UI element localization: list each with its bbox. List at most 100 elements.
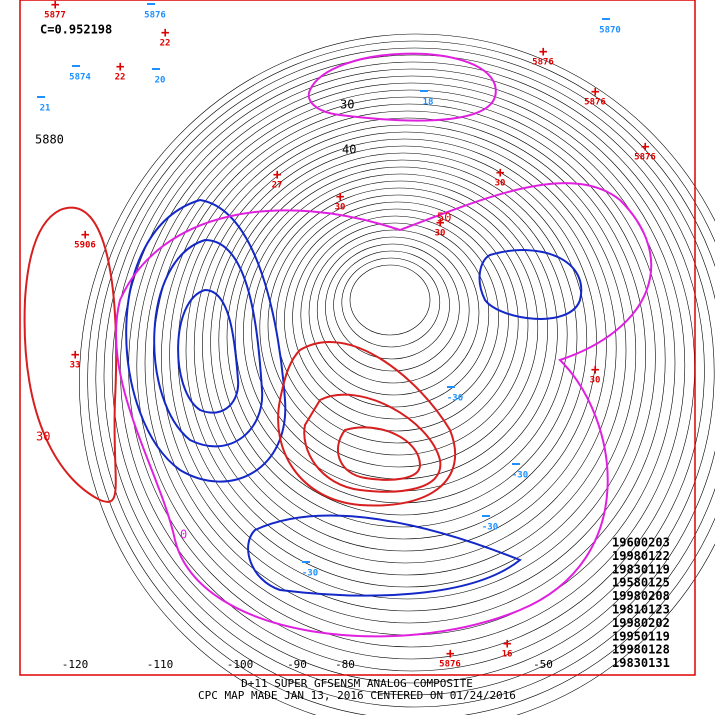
high-value: 22 (160, 39, 171, 49)
analog-date: 19810123 (612, 603, 670, 617)
blue-contour (478, 249, 583, 320)
high-value: 5906 (74, 241, 96, 251)
high-value: 33 (70, 361, 81, 371)
height-contour (218, 152, 588, 528)
height-contour (333, 250, 450, 360)
high-value: 5876 (439, 660, 461, 670)
height-contour (136, 82, 686, 648)
low-marker (302, 561, 310, 563)
analog-date: 19580125 (612, 576, 670, 590)
height-contour (161, 103, 656, 612)
analog-date: 19980122 (612, 549, 670, 563)
low-marker (447, 386, 455, 388)
height-contour (210, 145, 597, 540)
blue-contour (247, 514, 522, 597)
analog-date: 19980202 (612, 616, 670, 630)
height-contour (193, 131, 617, 564)
contour-label: 50 (437, 211, 451, 225)
low-value: -30 (482, 523, 498, 533)
footer-line: D+11 SUPER GFSENSM ANALOG COMPOSITE (241, 677, 473, 690)
height-contour (111, 61, 715, 684)
height-contour (316, 236, 470, 384)
height-contour (300, 222, 490, 408)
contours (79, 33, 715, 715)
analog-date: 19600203 (612, 536, 670, 550)
high-marker: + (539, 44, 547, 60)
low-value: -30 (302, 569, 318, 579)
height-contour (185, 124, 627, 576)
high-marker: + (336, 189, 344, 205)
correlation: C=0.952198 (40, 23, 112, 37)
height-contour (95, 47, 715, 708)
red-contour (336, 426, 422, 481)
low-value: 20 (155, 76, 166, 86)
height-contour (87, 40, 715, 715)
blue-contour (153, 238, 264, 448)
height-contour (267, 194, 529, 456)
contour-label: 0 (180, 528, 187, 542)
contour-label: 30 (36, 430, 50, 444)
height-contour (341, 257, 441, 348)
height-contour (202, 138, 607, 552)
low-value: -30 (512, 471, 528, 481)
contour-label: 40 (342, 143, 356, 157)
high-value: 22 (115, 73, 126, 83)
height-contour (325, 243, 460, 372)
longitude-label: -100 (227, 658, 254, 671)
magenta-contour (115, 182, 653, 638)
high-value: 30 (590, 376, 601, 386)
red-contour (23, 206, 118, 503)
high-marker: + (116, 59, 124, 75)
high-value: 5876 (634, 153, 656, 163)
low-value: 21 (40, 104, 51, 114)
low-value: -30 (447, 394, 463, 404)
high-value: 30 (435, 229, 446, 239)
longitude-label: -110 (147, 658, 174, 671)
height-contour (349, 264, 431, 336)
map-frame (19, 0, 696, 676)
high-marker: + (496, 165, 504, 181)
height-contour (259, 187, 539, 468)
low-value: 5876 (144, 11, 166, 21)
high-value: 5876 (532, 58, 554, 68)
high-value: 30 (495, 179, 506, 189)
analog-date: 19830131 (612, 656, 670, 670)
high-marker: + (161, 25, 169, 41)
low-value: 5870 (599, 26, 621, 36)
low-marker (482, 515, 490, 517)
magenta-contour (307, 52, 497, 122)
low-marker (72, 65, 80, 67)
analog-date: 19980208 (612, 589, 670, 603)
height-contour (226, 159, 578, 516)
low-value: 18 (423, 98, 434, 108)
low-value: 5874 (69, 73, 91, 83)
height-contour (79, 33, 715, 715)
high-value: 5876 (584, 98, 606, 108)
height-contour (292, 215, 499, 420)
longitude-label: -120 (62, 658, 89, 671)
analog-date: 19980128 (612, 643, 670, 657)
contour-label: 5880 (35, 133, 64, 147)
high-marker: + (591, 362, 599, 378)
footer-line: CPC MAP MADE JAN 13, 2016 CENTERED ON 01… (198, 689, 516, 702)
longitude-label: -50 (533, 658, 553, 671)
low-marker (512, 463, 520, 465)
height-contour (103, 54, 715, 696)
high-marker: + (446, 646, 454, 662)
height-contour (169, 110, 646, 600)
high-value: 30 (335, 203, 346, 213)
red-contour (303, 393, 442, 493)
high-value: 27 (272, 181, 283, 191)
contour-label: 30 (340, 98, 354, 112)
blue-contour (177, 288, 240, 414)
low-marker (602, 18, 610, 20)
high-marker: + (436, 215, 444, 231)
high-value: 16 (502, 650, 513, 660)
high-marker: + (273, 167, 281, 183)
low-marker (147, 3, 155, 5)
low-marker (152, 68, 160, 70)
high-marker: + (71, 347, 79, 363)
high-marker: + (641, 139, 649, 155)
red-contour (277, 341, 456, 507)
